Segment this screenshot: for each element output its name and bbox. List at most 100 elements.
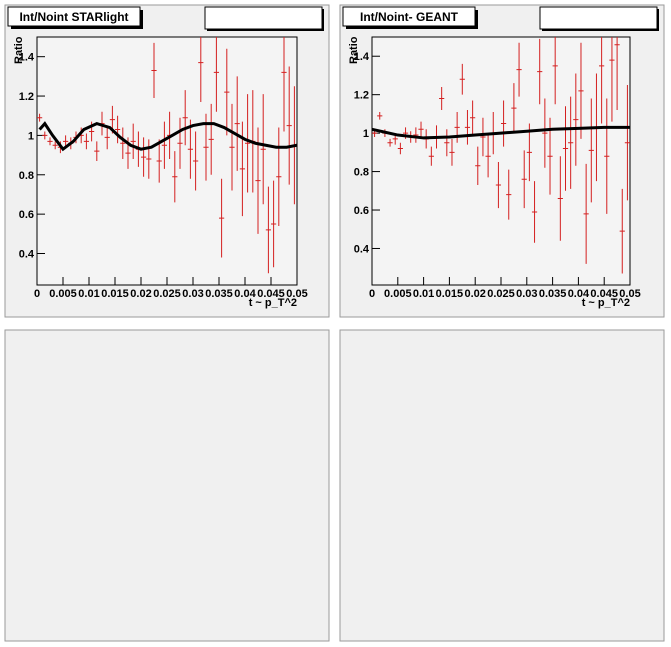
error-point (208, 103, 214, 175)
error-point (500, 100, 507, 147)
error-point (464, 110, 471, 145)
x-tick-label: 0.05 (286, 288, 307, 300)
error-point (224, 48, 230, 136)
error-point (614, 37, 620, 111)
error-point (187, 119, 193, 179)
error-point (439, 86, 445, 111)
x-tick-label: 0.02 (130, 288, 151, 300)
error-point (377, 111, 383, 120)
error-point (63, 135, 69, 148)
plot-frame (36, 36, 298, 286)
error-point (521, 150, 527, 209)
error-point (156, 139, 162, 183)
y-tick-label: 0.6 (354, 205, 369, 217)
y-axis-label: Ratio (348, 36, 360, 64)
x-tick-label: 0.035 (205, 288, 233, 300)
error-point (495, 161, 502, 209)
error-point (609, 37, 615, 122)
error-point (568, 96, 574, 189)
x-tick-label: 0.015 (101, 288, 129, 300)
plot-frame (371, 36, 631, 286)
error-point (219, 178, 225, 258)
error-point (557, 156, 563, 241)
error-point (260, 94, 266, 205)
error-point (234, 76, 240, 171)
x-tick-label: 0.015 (436, 288, 464, 300)
pad (339, 329, 665, 642)
error-point (604, 98, 610, 214)
plot-area (37, 37, 297, 274)
error-point (516, 42, 522, 97)
error-point (531, 181, 538, 243)
y-tick-label: 0.4 (19, 249, 35, 261)
error-point (94, 141, 100, 161)
x-tick-label: 0.025 (487, 288, 515, 300)
x-tick-label: 0.045 (257, 288, 285, 300)
error-point (120, 127, 126, 160)
x-tick-label: 0.04 (568, 288, 590, 300)
title-box (342, 6, 476, 27)
error-point (83, 133, 89, 150)
error-point (265, 186, 271, 274)
x-axis-label: t ~ p_T^2 (249, 297, 297, 309)
error-point (104, 125, 110, 150)
error-point (245, 94, 251, 193)
error-point (193, 131, 199, 191)
error-point (115, 115, 121, 144)
x-tick-label: 0.01 (413, 288, 434, 300)
error-point (271, 180, 277, 268)
error-point (583, 163, 589, 264)
error-point (146, 139, 152, 179)
error-point (387, 138, 393, 147)
x-tick-label: 0.05 (619, 288, 640, 300)
error-point (198, 37, 204, 102)
stats-box (539, 6, 658, 30)
error-point (459, 63, 465, 95)
error-point (562, 106, 569, 191)
error-point (141, 137, 147, 177)
y-tick-label: 1 (28, 130, 34, 142)
fit-curve (372, 125, 630, 140)
y-tick-label: 1.2 (19, 91, 34, 103)
title-box (7, 6, 141, 27)
error-point (619, 188, 625, 274)
error-point (151, 42, 157, 99)
x-tick-label: 0.005 (384, 288, 412, 300)
error-point (42, 131, 48, 140)
error-point (428, 146, 434, 166)
error-point (470, 100, 476, 136)
x-tick-label: 0.01 (78, 288, 99, 300)
x-tick-label: 0.045 (590, 288, 618, 300)
error-point (276, 127, 282, 226)
plot-area (372, 37, 630, 274)
error-point (511, 83, 517, 134)
error-point (449, 138, 455, 166)
x-axis-label: t ~ p_T^2 (582, 297, 630, 309)
y-tick-label: 1.2 (354, 90, 369, 102)
error-point (177, 117, 183, 169)
error-point (526, 123, 532, 182)
x-tick-label: 0.03 (182, 288, 203, 300)
error-point (485, 135, 491, 178)
error-point (624, 85, 630, 201)
error-point (397, 142, 403, 155)
y-tick-label: 1 (363, 128, 369, 140)
y-tick-label: 0.8 (19, 170, 34, 182)
error-point (480, 117, 486, 157)
y-axis-label: Ratio (13, 36, 25, 64)
error-point (281, 37, 287, 132)
error-point (213, 37, 219, 112)
error-point (229, 103, 235, 191)
x-tick-label: 0 (369, 288, 375, 300)
error-point (161, 121, 167, 169)
error-point (37, 113, 43, 122)
error-point (286, 66, 292, 185)
error-point (182, 90, 188, 146)
error-point (537, 38, 543, 105)
x-tick-label: 0.035 (539, 288, 567, 300)
error-point (578, 42, 584, 139)
y-tick-label: 1.4 (354, 51, 370, 63)
error-point (506, 169, 512, 220)
error-point (444, 129, 450, 157)
error-point (418, 121, 424, 137)
